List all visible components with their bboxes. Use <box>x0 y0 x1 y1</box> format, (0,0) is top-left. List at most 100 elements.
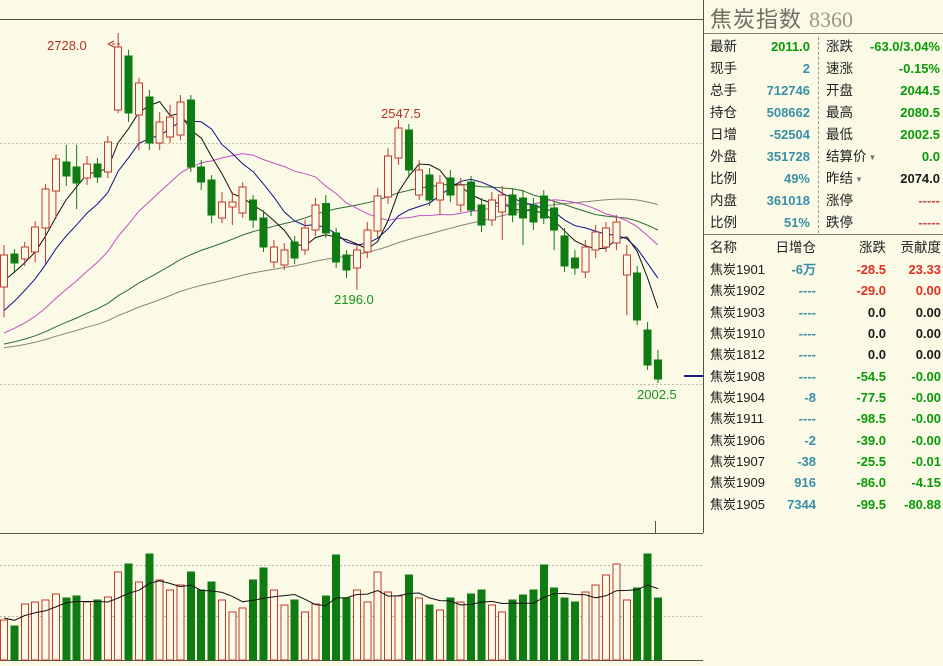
quote-value: 2011.0 <box>770 39 810 54</box>
contract-row[interactable]: 焦炭1812 ---- 0.0 0.00 <box>704 344 943 365</box>
contract-cell-ctb: -0.00 <box>911 390 941 406</box>
contract-row[interactable]: 焦炭1904 -8 -77.5 -0.00 <box>704 387 943 408</box>
quote-row: 持仓 508662 最高 2080.5 <box>704 102 943 124</box>
contract-cell-chg: 0.0 <box>867 347 886 363</box>
contract-row[interactable]: 焦炭1910 ---- 0.0 0.00 <box>704 323 943 344</box>
contract-cell-pos: -8 <box>804 390 816 406</box>
contract-cell-name: 焦炭1910 <box>710 326 765 342</box>
volume-bars <box>0 553 662 661</box>
quote-value: 2080.5 <box>900 105 940 120</box>
quote-row: 外盘 351728 结算价 ▼ 0.0 <box>704 146 943 168</box>
contract-row[interactable]: 焦炭1902 ---- -29.0 0.00 <box>704 280 943 301</box>
contract-cell-pos: ---- <box>798 411 816 427</box>
contract-cell-ctb: 0.00 <box>915 283 941 299</box>
contract-cell-name: 焦炭1904 <box>710 390 765 406</box>
contract-cell-ctb: -4.15 <box>911 475 941 491</box>
dropdown-arrow-icon[interactable]: ▼ <box>868 153 877 162</box>
quote-label: 最新 <box>710 39 737 54</box>
quote-label: 最高 <box>826 105 853 120</box>
quote-value: 2074.0 <box>900 171 940 186</box>
contract-cell-name: 焦炭1905 <box>710 496 765 512</box>
quote-row: 比例 49% 昨结 ▼ 2074.0 <box>704 168 943 190</box>
quote-label: 开盘 <box>826 83 853 98</box>
quote-row: 总手 712746 开盘 2044.5 <box>704 80 943 102</box>
contract-cell-chg: -99.5 <box>856 496 886 512</box>
quote-label: 涨停 <box>826 193 853 208</box>
annotation-last-low-price: 2002.5 <box>637 387 677 402</box>
quote-label: 总手 <box>710 83 737 98</box>
quote-row: 比例 51% 跌停 ----- <box>704 212 943 234</box>
contracts-header-cell[interactable]: 贡献度 <box>900 240 942 255</box>
quote-label: 日增 <box>710 127 737 142</box>
quote-value: ----- <box>918 193 940 208</box>
quote-value: 51% <box>783 215 810 230</box>
contract-cell-chg: -25.5 <box>856 454 886 470</box>
contract-cell-pos: ---- <box>798 347 816 363</box>
contract-cell-ctb: -0.00 <box>911 411 941 427</box>
volume-ma-line <box>3 580 659 621</box>
contract-row[interactable]: 焦炭1908 ---- -54.5 -0.00 <box>704 366 943 387</box>
quote-value: -0.15% <box>898 61 940 76</box>
contract-cell-chg: -54.5 <box>856 368 886 384</box>
contract-row[interactable]: 焦炭1907 -38 -25.5 -0.01 <box>704 451 943 472</box>
contract-row[interactable]: 焦炭1903 ---- 0.0 0.00 <box>704 302 943 323</box>
contract-cell-pos: ---- <box>798 368 816 384</box>
contracts-header-cell[interactable]: 涨跌 <box>859 240 886 255</box>
quote-value: 508662 <box>766 105 810 120</box>
quote-label: 结算价 ▼ <box>826 149 877 164</box>
contract-cell-ctb: -80.88 <box>904 496 941 512</box>
quote-panel: 焦炭指数 8360 最新 2011.0 涨跌 -63.0/3.04% 现手 2 速涨 -0.15… <box>704 0 943 666</box>
contract-cell-chg: -86.0 <box>856 475 886 491</box>
candles <box>0 33 662 383</box>
moving-average-lines <box>3 100 659 349</box>
contract-cell-pos: -6万 <box>791 262 816 277</box>
quote-label: 现手 <box>710 61 737 76</box>
contract-cell-name: 焦炭1907 <box>710 454 765 470</box>
instrument-title: 焦炭指数 8360 <box>710 2 940 32</box>
contract-cell-name: 焦炭1908 <box>710 368 765 384</box>
contract-cell-ctb: 23.33 <box>908 262 941 277</box>
annotation-peak-price: 2728.0 <box>47 38 87 53</box>
contract-cell-name: 焦炭1901 <box>710 262 765 277</box>
contract-cell-pos: ---- <box>798 304 816 320</box>
contract-row[interactable]: 焦炭1906 -2 -39.0 -0.00 <box>704 430 943 451</box>
quote-label: 外盘 <box>710 149 737 164</box>
candlestick-chart[interactable]: 2728.0 2547.5 2196.0 2002.5 <box>0 0 703 666</box>
contract-cell-chg: 0.0 <box>867 304 886 320</box>
contract-cell-ctb: 0.00 <box>915 347 941 363</box>
contracts-header-row: 名称 日增仓 涨跌 贡献度 <box>704 237 943 259</box>
quote-label: 内盘 <box>710 193 737 208</box>
quote-row: 现手 2 速涨 -0.15% <box>704 58 943 80</box>
contracts-header-cell[interactable]: 日增仓 <box>775 240 817 255</box>
contract-row[interactable]: 焦炭1911 ---- -98.5 -0.00 <box>704 408 943 429</box>
contract-cell-name: 焦炭1903 <box>710 304 765 320</box>
quote-row: 最新 2011.0 涨跌 -63.0/3.04% <box>704 36 943 58</box>
contract-cell-name: 焦炭1909 <box>710 475 765 491</box>
contract-cell-pos: 7344 <box>787 496 816 512</box>
quote-label: 速涨 <box>826 61 853 76</box>
contract-cell-pos: ---- <box>798 326 816 342</box>
instrument-name: 焦炭指数 <box>710 7 803 32</box>
contract-cell-name: 焦炭1906 <box>710 432 765 448</box>
instrument-code: 8360 <box>809 7 854 32</box>
quote-value: 712746 <box>766 83 810 98</box>
contract-cell-ctb: 0.00 <box>915 326 941 342</box>
contract-cell-chg: -39.0 <box>856 432 886 448</box>
contract-cell-chg: -28.5 <box>856 262 886 277</box>
annotation-trough-price: 2196.0 <box>334 292 374 307</box>
quote-label: 跌停 <box>826 215 853 230</box>
quote-value: -52504 <box>769 127 810 142</box>
quote-value: ----- <box>918 215 940 230</box>
contract-row[interactable]: 焦炭1909 916 -86.0 -4.15 <box>704 472 943 493</box>
contracts-table: 名称 日增仓 涨跌 贡献度焦炭1901 -6万 -28.5 23.33 焦炭1902 ---- -… <box>704 237 943 515</box>
quote-label: 比例 <box>710 215 737 230</box>
dropdown-arrow-icon[interactable]: ▼ <box>855 175 863 184</box>
contracts-header-cell[interactable]: 名称 <box>710 240 737 255</box>
quote-value: 0.0 <box>921 149 940 164</box>
contract-cell-name: 焦炭1812 <box>710 347 765 363</box>
contract-cell-ctb: -0.00 <box>911 368 941 384</box>
contract-row[interactable]: 焦炭1905 7344 -99.5 -80.88 <box>704 494 943 515</box>
peak-arrow <box>107 40 120 48</box>
contract-row[interactable]: 焦炭1901 -6万 -28.5 23.33 <box>704 259 943 280</box>
contract-cell-pos: 916 <box>794 475 816 491</box>
